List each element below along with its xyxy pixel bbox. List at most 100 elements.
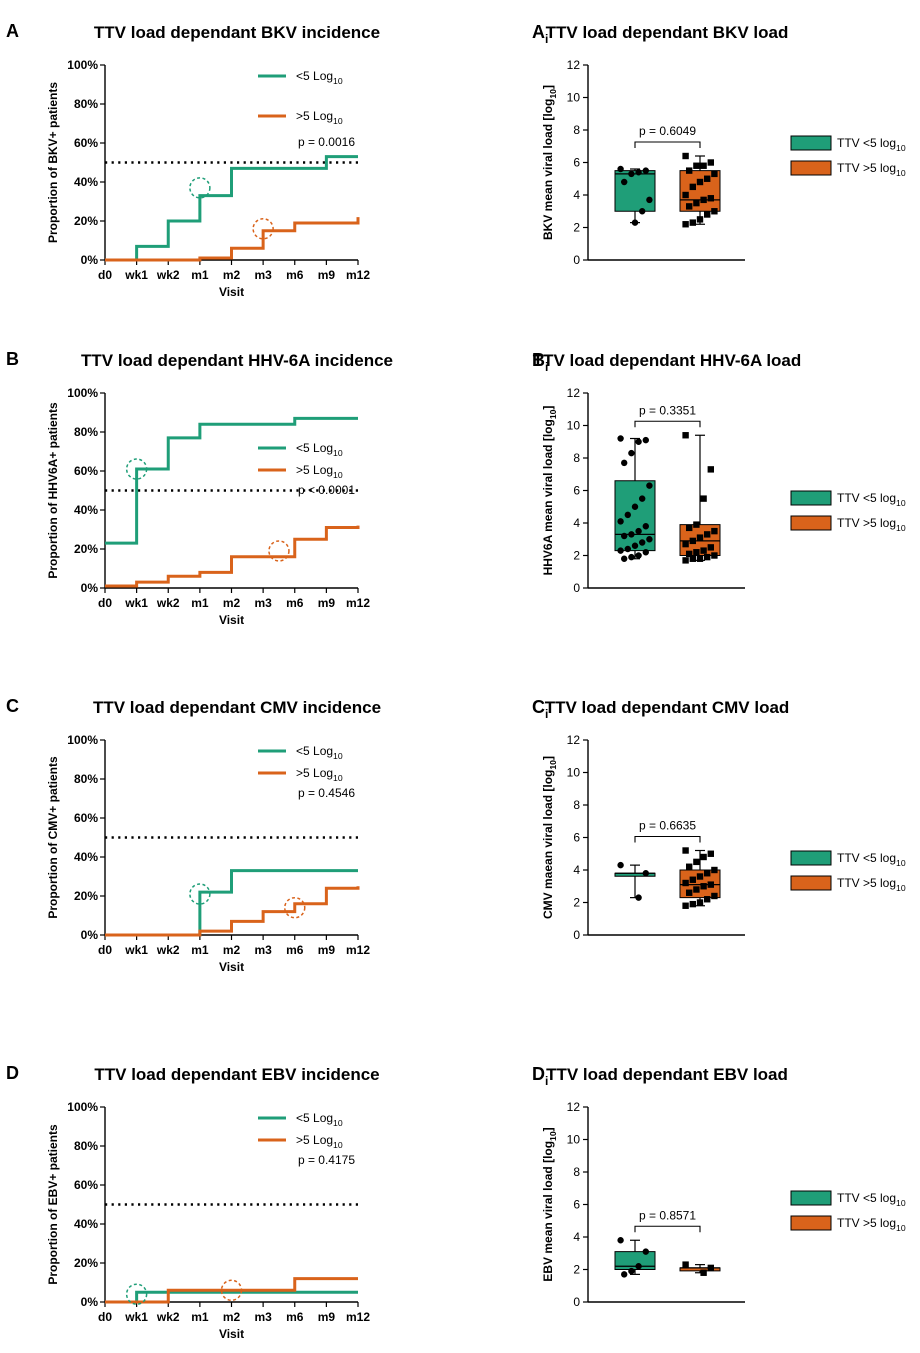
- x-tick-label: m2: [223, 943, 241, 957]
- y-tick-label: 0: [573, 928, 580, 942]
- y-tick-label: 12: [567, 1100, 581, 1114]
- median-marker-circle: [189, 177, 211, 199]
- data-point: [635, 894, 642, 901]
- data-point: [682, 902, 689, 909]
- x-axis-label: Visit: [219, 613, 244, 627]
- step-line-low-ttv: [105, 1290, 358, 1304]
- legend-label-high: TTV >5 log10: [837, 516, 906, 533]
- y-tick-label: 0%: [81, 581, 99, 595]
- y-tick-label: 40%: [74, 503, 98, 517]
- data-point: [693, 521, 700, 528]
- data-point: [682, 557, 689, 564]
- x-tick-label: wk1: [124, 1310, 148, 1324]
- legend-label-high-sub: 10: [333, 773, 343, 783]
- panel-label: B: [6, 349, 19, 369]
- x-tick-label: wk2: [156, 596, 180, 610]
- data-point: [628, 531, 635, 538]
- significance-bracket: [634, 141, 701, 148]
- legend-label-high-sub: 10: [896, 1223, 906, 1233]
- incidence-chart-B: B TTV load dependant HHV-6A incidence 0% 20…: [6, 349, 393, 627]
- legend-label-low-main: TTV <5 log: [837, 851, 896, 865]
- x-tick-label: m12: [346, 943, 370, 957]
- x-tick-label: m1: [191, 268, 209, 282]
- data-point: [693, 162, 700, 169]
- data-point: [693, 886, 700, 893]
- data-point: [682, 191, 689, 199]
- legend-label-high: >5 Log10: [296, 1133, 343, 1150]
- data-point: [704, 211, 711, 218]
- chart-title: TTV load dependant CMV load: [545, 698, 790, 717]
- data-point: [693, 858, 700, 866]
- y-tick-label: 8: [573, 451, 580, 465]
- y-tick-label: 6: [573, 831, 580, 845]
- p-value: p = 0.3351: [639, 403, 696, 417]
- legend-label-high: >5 Log10: [296, 766, 343, 783]
- data-point: [704, 175, 711, 182]
- chart-title: TTV load dependant EBV load: [546, 1065, 788, 1084]
- y-tick-label: 100%: [67, 386, 98, 400]
- y-tick-label: 0: [573, 253, 580, 267]
- x-tick-label: m3: [254, 268, 272, 282]
- legend-label-high-main: TTV >5 log: [837, 161, 896, 175]
- y-tick-label: 10: [567, 766, 581, 780]
- data-point: [621, 532, 628, 540]
- step-line-low-ttv: [105, 416, 358, 545]
- x-tick-label: m9: [318, 596, 336, 610]
- data-point: [635, 169, 642, 176]
- data-point: [711, 170, 718, 178]
- data-point: [631, 542, 639, 549]
- data-point: [617, 861, 624, 869]
- median-marker-circle: [268, 540, 290, 562]
- legend-swatch-low: [790, 1190, 832, 1206]
- legend-label-high-main: TTV >5 log: [837, 876, 896, 890]
- legend-label-low-main: <5 Log: [296, 69, 333, 83]
- data-point: [689, 876, 696, 883]
- panel-label-main: B: [532, 350, 545, 370]
- y-tick-label: 4: [573, 516, 580, 530]
- panel-label-sub: i: [545, 707, 548, 721]
- y-axis-label-main: HHV6A mean viral load [log: [541, 419, 555, 575]
- legend-label-low-main: <5 Log: [296, 1111, 333, 1125]
- y-axis-label-sub: 10: [548, 89, 558, 99]
- data-point: [642, 549, 649, 556]
- legend-label-low-sub: 10: [333, 448, 343, 458]
- x-tick-label: m6: [286, 1310, 304, 1324]
- data-point: [711, 527, 718, 535]
- data-point: [704, 553, 711, 561]
- y-tick-label: 100%: [67, 1100, 98, 1114]
- legend-label-high: TTV >5 log10: [837, 876, 906, 893]
- y-axis-label: EBV mean viral load [log10]: [541, 1127, 558, 1281]
- legend-label-high-sub: 10: [896, 883, 906, 893]
- legend-swatch-low: [790, 135, 832, 151]
- data-point: [628, 449, 635, 457]
- data-point: [628, 1267, 635, 1275]
- data-point: [696, 555, 704, 562]
- data-point: [704, 531, 711, 538]
- y-tick-label: 60%: [74, 1178, 98, 1192]
- data-point: [642, 167, 649, 174]
- data-point: [693, 549, 700, 556]
- y-tick-label: 0%: [81, 928, 99, 942]
- data-point: [617, 165, 624, 173]
- data-point: [682, 1261, 689, 1268]
- y-tick-label: 12: [567, 733, 581, 747]
- data-point: [707, 466, 714, 473]
- x-tick-label: m3: [254, 596, 272, 610]
- y-tick-label: 20%: [74, 1256, 98, 1270]
- y-axis-label-sub: 10: [548, 760, 558, 770]
- data-point: [707, 195, 714, 202]
- data-point: [631, 219, 639, 226]
- y-tick-label: 40%: [74, 175, 98, 189]
- step-line-high-ttv: [105, 525, 360, 588]
- x-tick-label: m1: [191, 596, 209, 610]
- legend-label-low: <5 Log10: [296, 744, 343, 761]
- data-point: [693, 199, 700, 207]
- data-point: [682, 540, 689, 548]
- data-point: [642, 870, 649, 877]
- y-tick-label: 2: [573, 896, 580, 910]
- x-tick-label: d0: [98, 268, 112, 282]
